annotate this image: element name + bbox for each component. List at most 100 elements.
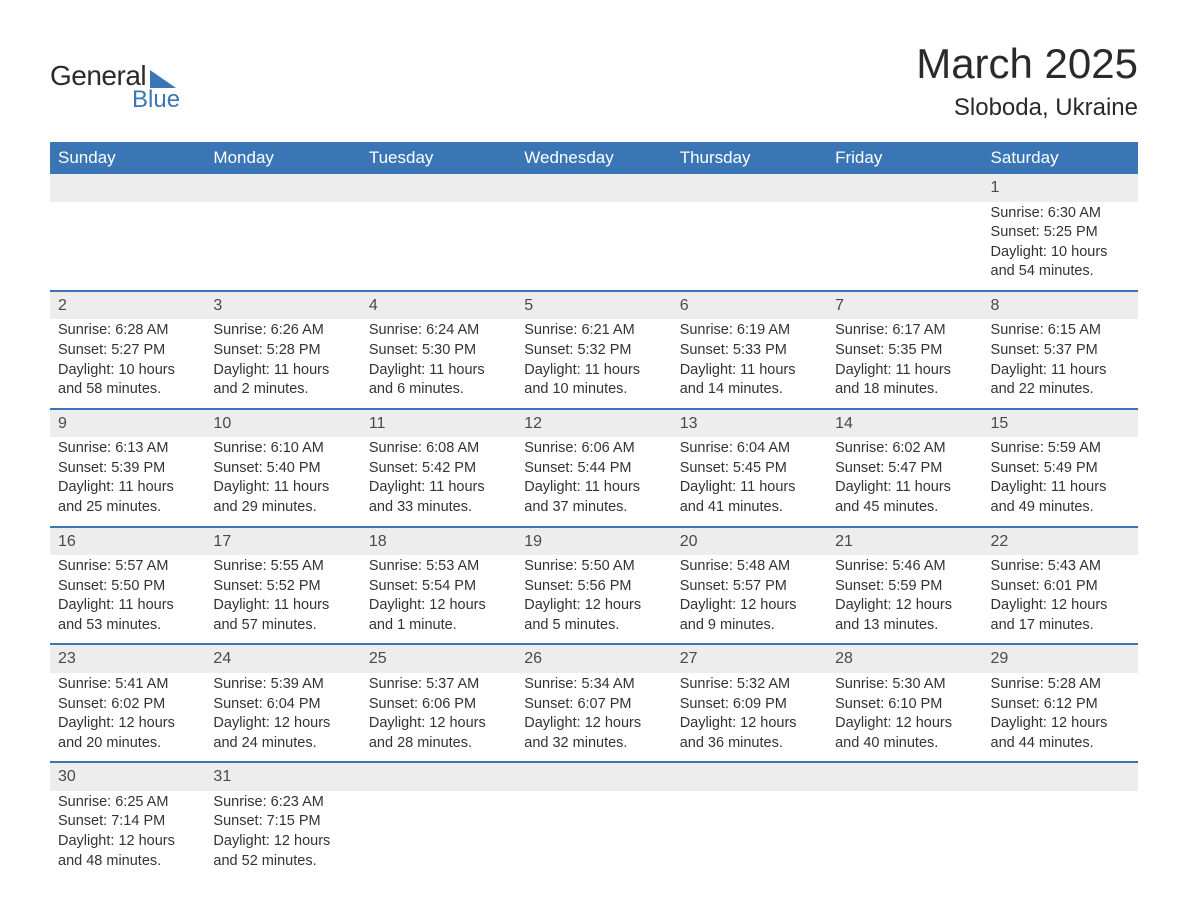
daylight-text: Daylight: 11 hours and 53 minutes. [58, 596, 197, 635]
day-number-cell: 18 [361, 527, 516, 556]
day-data-cell: Sunrise: 6:28 AMSunset: 5:27 PMDaylight:… [50, 319, 205, 408]
day-number-cell: 25 [361, 644, 516, 673]
day-number-cell: 23 [50, 644, 205, 673]
day-number-cell: 1 [983, 174, 1138, 202]
day-number-cell: 22 [983, 527, 1138, 556]
sunrise-text: Sunrise: 6:13 AM [58, 439, 197, 459]
day-number-cell: 11 [361, 409, 516, 438]
day-number-cell: 2 [50, 291, 205, 320]
day-number-cell: 7 [827, 291, 982, 320]
sunset-text: Sunset: 5:59 PM [835, 577, 974, 597]
day-data-cell [361, 791, 516, 879]
day-data-row: Sunrise: 5:57 AMSunset: 5:50 PMDaylight:… [50, 555, 1138, 644]
sunset-text: Sunset: 5:47 PM [835, 459, 974, 479]
day-number-cell: 14 [827, 409, 982, 438]
day-data-cell: Sunrise: 5:28 AMSunset: 6:12 PMDaylight:… [983, 673, 1138, 762]
day-data-row: Sunrise: 6:25 AMSunset: 7:14 PMDaylight:… [50, 791, 1138, 879]
day-data-cell: Sunrise: 6:19 AMSunset: 5:33 PMDaylight:… [672, 319, 827, 408]
sunrise-text: Sunrise: 5:53 AM [369, 557, 508, 577]
day-data-cell [205, 202, 360, 291]
sunrise-text: Sunrise: 6:15 AM [991, 321, 1130, 341]
daylight-text: Daylight: 12 hours and 5 minutes. [524, 596, 663, 635]
sunrise-text: Sunrise: 5:37 AM [369, 675, 508, 695]
day-number-cell: 15 [983, 409, 1138, 438]
sunset-text: Sunset: 5:40 PM [213, 459, 352, 479]
sunset-text: Sunset: 5:52 PM [213, 577, 352, 597]
sunrise-text: Sunrise: 5:57 AM [58, 557, 197, 577]
daylight-text: Daylight: 11 hours and 41 minutes. [680, 478, 819, 517]
sunset-text: Sunset: 5:30 PM [369, 341, 508, 361]
sunset-text: Sunset: 5:32 PM [524, 341, 663, 361]
daylight-text: Daylight: 11 hours and 25 minutes. [58, 478, 197, 517]
daylight-text: Daylight: 11 hours and 6 minutes. [369, 361, 508, 400]
daylight-text: Daylight: 11 hours and 37 minutes. [524, 478, 663, 517]
sunset-text: Sunset: 5:44 PM [524, 459, 663, 479]
day-data-cell: Sunrise: 5:57 AMSunset: 5:50 PMDaylight:… [50, 555, 205, 644]
sunrise-text: Sunrise: 6:24 AM [369, 321, 508, 341]
day-number-cell [983, 762, 1138, 791]
day-data-cell: Sunrise: 5:39 AMSunset: 6:04 PMDaylight:… [205, 673, 360, 762]
day-number-cell: 29 [983, 644, 1138, 673]
day-data-cell: Sunrise: 5:41 AMSunset: 6:02 PMDaylight:… [50, 673, 205, 762]
sunset-text: Sunset: 5:39 PM [58, 459, 197, 479]
day-data-cell: Sunrise: 6:02 AMSunset: 5:47 PMDaylight:… [827, 437, 982, 526]
sunset-text: Sunset: 5:28 PM [213, 341, 352, 361]
daylight-text: Daylight: 12 hours and 40 minutes. [835, 714, 974, 753]
sunrise-text: Sunrise: 5:32 AM [680, 675, 819, 695]
day-number-cell: 5 [516, 291, 671, 320]
sunrise-text: Sunrise: 6:19 AM [680, 321, 819, 341]
day-data-cell: Sunrise: 5:59 AMSunset: 5:49 PMDaylight:… [983, 437, 1138, 526]
day-data-cell: Sunrise: 6:23 AMSunset: 7:15 PMDaylight:… [205, 791, 360, 879]
sunrise-text: Sunrise: 5:59 AM [991, 439, 1130, 459]
sunset-text: Sunset: 5:25 PM [991, 223, 1130, 243]
calendar-header: Sunday Monday Tuesday Wednesday Thursday… [50, 142, 1138, 174]
logo: General Blue [50, 60, 180, 114]
day-data-cell [983, 791, 1138, 879]
sunset-text: Sunset: 5:50 PM [58, 577, 197, 597]
day-number-cell: 27 [672, 644, 827, 673]
day-number-cell [516, 174, 671, 202]
daylight-text: Daylight: 12 hours and 28 minutes. [369, 714, 508, 753]
sunrise-text: Sunrise: 6:04 AM [680, 439, 819, 459]
daylight-text: Daylight: 12 hours and 1 minute. [369, 596, 508, 635]
sunset-text: Sunset: 6:02 PM [58, 695, 197, 715]
sunset-text: Sunset: 5:42 PM [369, 459, 508, 479]
day-data-cell: Sunrise: 6:17 AMSunset: 5:35 PMDaylight:… [827, 319, 982, 408]
day-number-cell: 6 [672, 291, 827, 320]
day-number-cell: 21 [827, 527, 982, 556]
day-number-cell: 4 [361, 291, 516, 320]
day-number-cell: 30 [50, 762, 205, 791]
day-number-cell: 13 [672, 409, 827, 438]
calendar-table: Sunday Monday Tuesday Wednesday Thursday… [50, 142, 1138, 879]
day-number-cell: 12 [516, 409, 671, 438]
day-data-row: Sunrise: 5:41 AMSunset: 6:02 PMDaylight:… [50, 673, 1138, 762]
sunset-text: Sunset: 7:14 PM [58, 812, 197, 832]
weekday-header: Friday [827, 142, 982, 174]
day-data-cell: Sunrise: 6:30 AMSunset: 5:25 PMDaylight:… [983, 202, 1138, 291]
day-data-cell: Sunrise: 6:10 AMSunset: 5:40 PMDaylight:… [205, 437, 360, 526]
daylight-text: Daylight: 12 hours and 9 minutes. [680, 596, 819, 635]
day-data-cell: Sunrise: 5:34 AMSunset: 6:07 PMDaylight:… [516, 673, 671, 762]
sunrise-text: Sunrise: 5:55 AM [213, 557, 352, 577]
sunset-text: Sunset: 5:56 PM [524, 577, 663, 597]
day-data-cell: Sunrise: 5:53 AMSunset: 5:54 PMDaylight:… [361, 555, 516, 644]
daylight-text: Daylight: 11 hours and 49 minutes. [991, 478, 1130, 517]
day-number-cell: 28 [827, 644, 982, 673]
daylight-text: Daylight: 12 hours and 48 minutes. [58, 832, 197, 871]
day-data-cell: Sunrise: 5:46 AMSunset: 5:59 PMDaylight:… [827, 555, 982, 644]
sunset-text: Sunset: 5:45 PM [680, 459, 819, 479]
daylight-text: Daylight: 11 hours and 33 minutes. [369, 478, 508, 517]
day-number-cell [827, 174, 982, 202]
day-data-cell: Sunrise: 5:43 AMSunset: 6:01 PMDaylight:… [983, 555, 1138, 644]
day-number-row: 2345678 [50, 291, 1138, 320]
day-data-cell: Sunrise: 6:26 AMSunset: 5:28 PMDaylight:… [205, 319, 360, 408]
logo-text-blue: Blue [132, 86, 180, 114]
sunset-text: Sunset: 5:49 PM [991, 459, 1130, 479]
daylight-text: Daylight: 12 hours and 20 minutes. [58, 714, 197, 753]
sunrise-text: Sunrise: 6:10 AM [213, 439, 352, 459]
daylight-text: Daylight: 12 hours and 52 minutes. [213, 832, 352, 871]
daylight-text: Daylight: 12 hours and 44 minutes. [991, 714, 1130, 753]
day-data-cell [50, 202, 205, 291]
sunrise-text: Sunrise: 5:30 AM [835, 675, 974, 695]
day-data-cell: Sunrise: 5:50 AMSunset: 5:56 PMDaylight:… [516, 555, 671, 644]
